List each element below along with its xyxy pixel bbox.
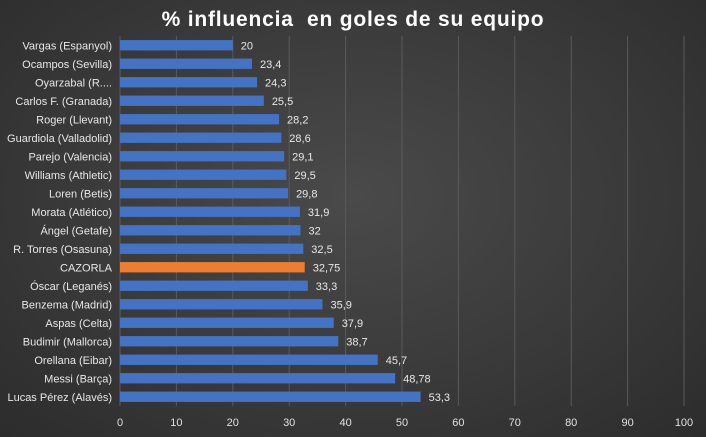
category-label: Ocampos (Sevilla) bbox=[22, 59, 112, 71]
x-tick-label: 0 bbox=[117, 417, 123, 429]
bar bbox=[120, 151, 285, 162]
bar bbox=[120, 317, 334, 328]
category-label: Lucas Pérez (Alavés) bbox=[7, 392, 112, 404]
value-label: 28,6 bbox=[289, 133, 310, 145]
category-label: Roger (Llevant) bbox=[36, 114, 112, 126]
bar bbox=[120, 280, 308, 291]
value-label: 45,7 bbox=[386, 355, 407, 367]
bars bbox=[120, 40, 421, 402]
value-label: 32,75 bbox=[313, 262, 341, 274]
x-tick-label: 60 bbox=[452, 417, 464, 429]
value-label: 29,8 bbox=[296, 188, 317, 200]
category-label: Carlos F. (Granada) bbox=[15, 96, 112, 108]
bar bbox=[120, 114, 280, 125]
value-label: 20 bbox=[241, 40, 253, 52]
bar bbox=[120, 299, 323, 310]
bar bbox=[120, 225, 301, 236]
chart-title: % influencia en goles de su equipo bbox=[161, 8, 545, 31]
value-label: 35,9 bbox=[330, 299, 351, 311]
x-tick-label: 70 bbox=[509, 417, 521, 429]
x-tick-label: 90 bbox=[621, 417, 633, 429]
x-tick-label: 80 bbox=[565, 417, 577, 429]
x-tick-label: 30 bbox=[283, 417, 295, 429]
value-label: 23,4 bbox=[260, 59, 281, 71]
bar bbox=[120, 336, 339, 347]
value-label: 25,5 bbox=[272, 96, 293, 108]
labels: 0 10 20 30 40 50 60 70 80 90 100 Vargas (Espanyol) 2… bbox=[7, 40, 693, 429]
bar bbox=[120, 206, 300, 217]
grid-lines bbox=[119, 36, 685, 406]
bar bbox=[120, 354, 378, 365]
category-label: Óscar (Leganés) bbox=[30, 280, 112, 293]
category-label: R. Torres (Osasuna) bbox=[13, 244, 112, 256]
value-label: 48,78 bbox=[403, 373, 431, 385]
bar bbox=[120, 58, 252, 69]
category-label: Williams (Athletic) bbox=[25, 170, 112, 182]
category-label: Orellana (Eibar) bbox=[34, 355, 112, 367]
category-label: Loren (Betis) bbox=[49, 188, 112, 200]
value-label: 53,3 bbox=[429, 392, 450, 404]
bar bbox=[120, 77, 258, 88]
value-label: 29,5 bbox=[294, 170, 315, 182]
x-tick-label: 20 bbox=[227, 417, 239, 429]
value-label: 29,1 bbox=[292, 151, 313, 163]
value-label: 28,2 bbox=[287, 114, 308, 126]
category-label: Benzema (Madrid) bbox=[22, 299, 112, 311]
value-label: 33,3 bbox=[316, 281, 337, 293]
bar bbox=[120, 188, 289, 199]
category-label: Guardiola (Valladolid) bbox=[7, 133, 112, 145]
bar bbox=[120, 169, 287, 180]
category-label: Ángel (Getafe) bbox=[40, 224, 112, 237]
category-label: CAZORLA bbox=[60, 262, 113, 274]
x-tick-label: 100 bbox=[675, 417, 693, 429]
bar bbox=[120, 40, 233, 51]
x-tick-label: 40 bbox=[339, 417, 351, 429]
x-tick-label: 50 bbox=[396, 417, 408, 429]
category-label: Messi (Barça) bbox=[44, 373, 112, 385]
bar bbox=[120, 95, 264, 106]
category-label: Parejo (Valencia) bbox=[28, 151, 112, 163]
bar bbox=[120, 391, 421, 402]
value-label: 24,3 bbox=[265, 77, 286, 89]
category-label: Oyarzabal (R.... bbox=[35, 77, 112, 89]
category-label: Morata (Atlético) bbox=[31, 207, 112, 219]
bar bbox=[120, 373, 396, 384]
value-label: 32 bbox=[308, 225, 320, 237]
value-label: 31,9 bbox=[308, 207, 329, 219]
bar bbox=[120, 132, 282, 143]
x-tick-label: 10 bbox=[170, 417, 182, 429]
bar bbox=[120, 243, 304, 254]
value-label: 38,7 bbox=[346, 336, 367, 348]
value-label: 37,9 bbox=[342, 318, 363, 330]
category-label: Budimir (Mallorca) bbox=[23, 336, 112, 348]
bar-highlight bbox=[120, 262, 305, 273]
category-label: Vargas (Espanyol) bbox=[22, 40, 112, 52]
value-label: 32,5 bbox=[311, 244, 332, 256]
category-label: Aspas (Celta) bbox=[45, 318, 112, 330]
